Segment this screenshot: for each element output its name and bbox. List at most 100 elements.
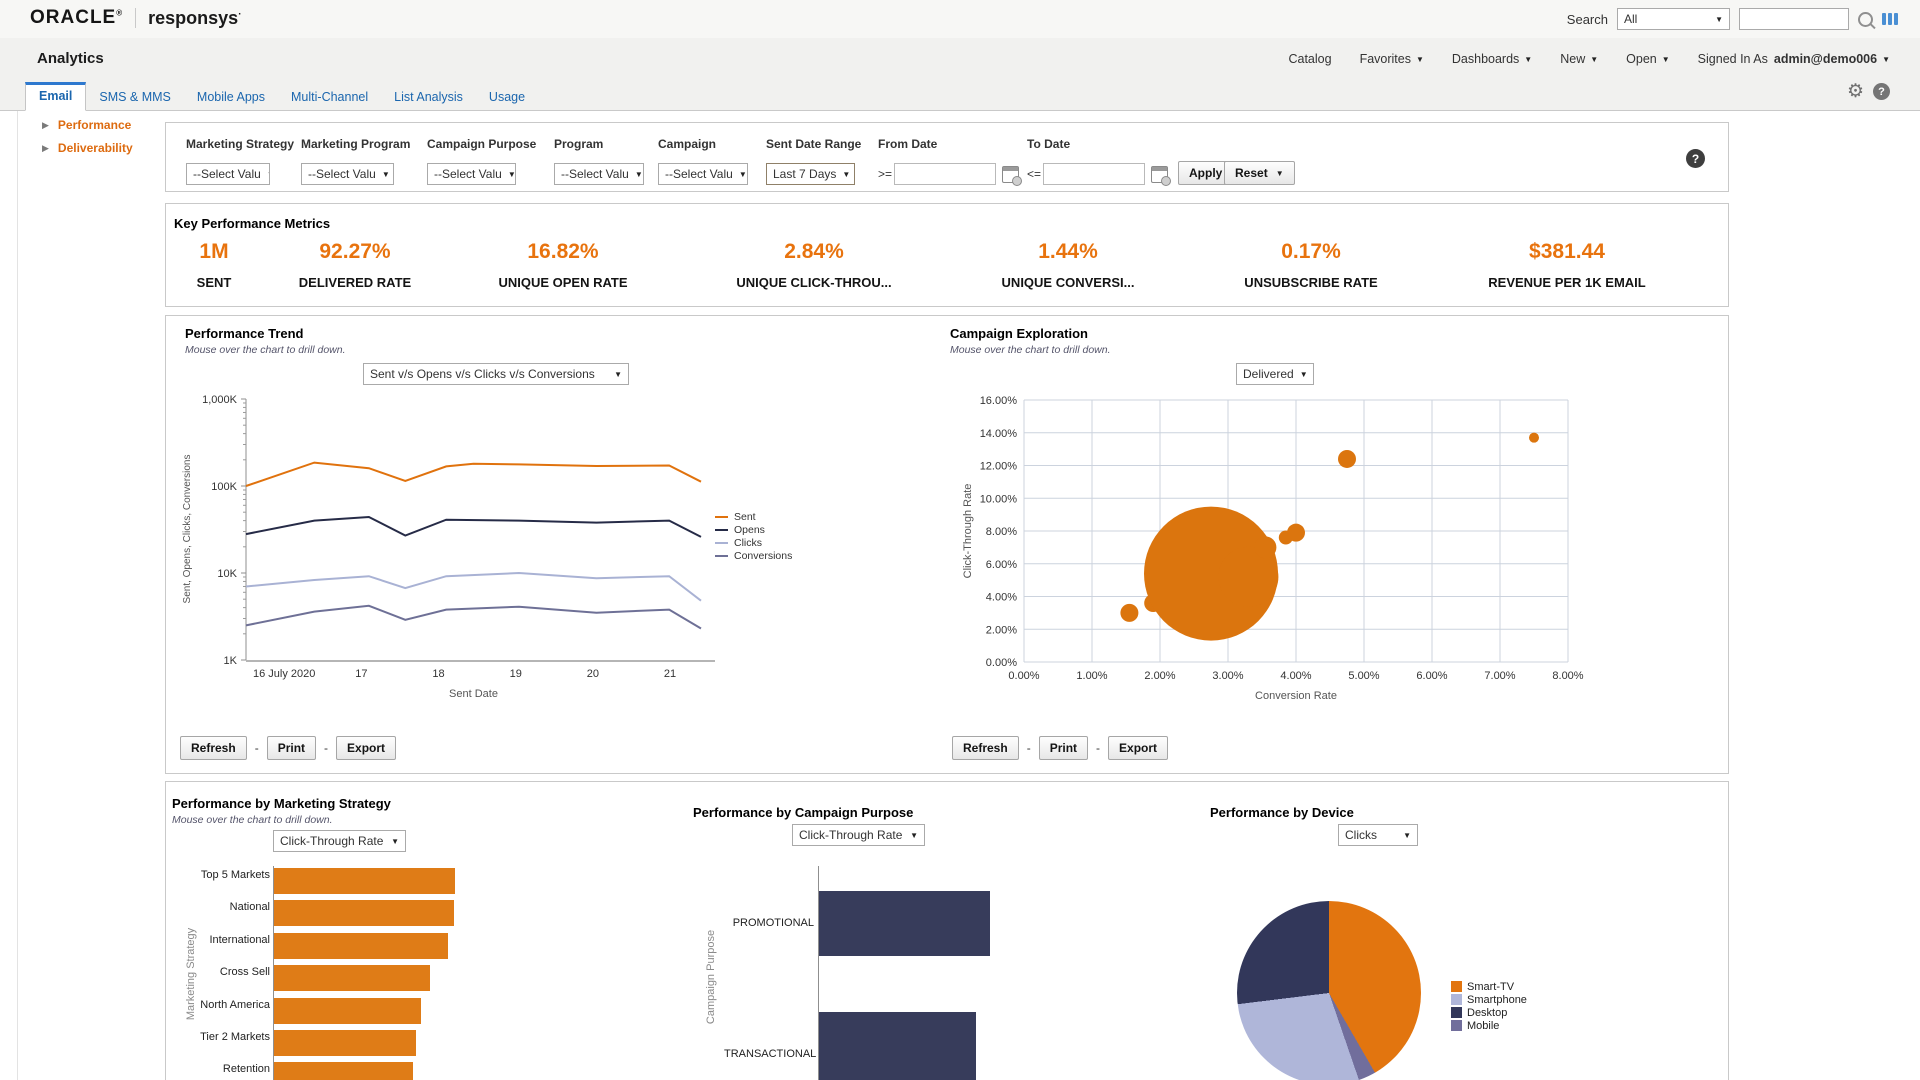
- campaign-bubble[interactable]: [1144, 506, 1278, 641]
- tab-list-analysis[interactable]: List Analysis: [394, 90, 463, 104]
- trend-actions: Refresh - Print - Export: [180, 736, 397, 760]
- chevron-down-icon: ▼: [381, 169, 390, 179]
- tab-mobile-apps[interactable]: Mobile Apps: [196, 90, 266, 104]
- bottom-panel: Performance by Marketing Strategy Mouse …: [165, 781, 1729, 1080]
- reset-button[interactable]: Reset ▼: [1224, 161, 1295, 185]
- device-legend-item-smartphone: Smartphone: [1451, 993, 1527, 1006]
- campaign-bubble[interactable]: [1218, 546, 1279, 607]
- kpi-title: Key Performance Metrics: [174, 216, 331, 231]
- strategy-bar-international[interactable]: [274, 932, 448, 959]
- svg-text:4.00%: 4.00%: [1280, 670, 1311, 682]
- gear-icon[interactable]: ⚙: [1846, 81, 1864, 102]
- legend-label: Conversions: [734, 549, 793, 562]
- svg-text:6.00%: 6.00%: [986, 559, 1017, 571]
- from-date-input[interactable]: [894, 163, 996, 185]
- filter-select-program[interactable]: --Select Valu ▼: [554, 163, 644, 185]
- purpose-bar-transactional[interactable]: [819, 1012, 976, 1080]
- svg-text:17: 17: [355, 668, 367, 680]
- trend-line-clicks[interactable]: [245, 571, 702, 602]
- sidebar-item-label: Performance: [57, 118, 132, 132]
- purpose-metric-select[interactable]: Click-Through Rate ▼: [792, 824, 925, 846]
- trend-export-button[interactable]: Export: [336, 736, 397, 760]
- device-pie[interactable]: [1237, 901, 1421, 1080]
- svg-text:1,000K: 1,000K: [202, 394, 238, 406]
- kpi-value: 16.82%: [527, 240, 599, 263]
- strategy-metric-select[interactable]: Click-Through Rate ▼: [273, 830, 406, 852]
- exploration-print-button[interactable]: Print: [1038, 736, 1089, 760]
- campaign-bubble[interactable]: [1254, 536, 1277, 559]
- trend-line-conversions[interactable]: [245, 604, 702, 630]
- filter-label-sent-date-range: Sent Date Range: [766, 137, 862, 151]
- strategy-bar-top-5-markets[interactable]: [274, 868, 455, 894]
- strategy-bar-cross-sell[interactable]: [274, 965, 430, 992]
- tab-multi-channel[interactable]: Multi-Channel: [291, 90, 369, 104]
- menu-item-open[interactable]: Open ▼: [1626, 52, 1670, 66]
- trend-subtitle: Mouse over the chart to drill down.: [185, 344, 346, 356]
- kpi-label: REVENUE PER 1K EMAIL: [1488, 275, 1646, 290]
- trend-metric-select[interactable]: Sent v/s Opens v/s Clicks v/s Conversion…: [363, 363, 629, 385]
- kpi-value: 0.17%: [1281, 240, 1341, 263]
- svg-text:6.00%: 6.00%: [1416, 670, 1447, 682]
- search-scope-select[interactable]: All ▼: [1617, 8, 1730, 30]
- menu-item-dashboards[interactable]: Dashboards ▼: [1451, 52, 1533, 66]
- purpose-bar-promotional[interactable]: [819, 891, 990, 956]
- trend-line-opens[interactable]: [245, 515, 702, 538]
- columns-icon[interactable]: [1882, 13, 1898, 25]
- expand-arrow-icon[interactable]: ▶: [42, 142, 49, 153]
- sidebar-item-performance[interactable]: ▶ Performance: [42, 118, 162, 132]
- trend-line-sent[interactable]: [245, 461, 702, 487]
- svg-text:10K: 10K: [217, 568, 237, 580]
- sidebar-item-label: Deliverability: [57, 141, 133, 155]
- filter-select-campaign[interactable]: --Select Valu ▼: [658, 163, 748, 185]
- exploration-export-button[interactable]: Export: [1108, 736, 1169, 760]
- menu-item-favorites[interactable]: Favorites ▼: [1359, 52, 1424, 66]
- calendar-icon[interactable]: [1151, 166, 1171, 186]
- svg-text:18: 18: [432, 668, 444, 680]
- to-date-input[interactable]: [1043, 163, 1145, 185]
- campaign-bubble[interactable]: [1287, 523, 1305, 542]
- strategy-cat-label: North America: [200, 998, 270, 1011]
- device-metric-select[interactable]: Clicks ▼: [1338, 824, 1418, 846]
- campaign-exploration-chart[interactable]: 0.00% 1.00% 2.00% 3.00% 4.00% 5.00% 6.00% 7.00%…: [951, 381, 1651, 711]
- expand-arrow-icon[interactable]: ▶: [42, 119, 49, 130]
- purpose-cat-label: TRANSACTIONAL: [724, 1048, 817, 1060]
- help-icon[interactable]: ?: [1686, 149, 1705, 168]
- content-divider: [17, 111, 18, 1080]
- legend-item-conversions: Conversions: [715, 549, 792, 562]
- signed-in-label: Signed In As: [1697, 52, 1768, 66]
- strategy-bar-national[interactable]: [274, 900, 455, 927]
- strategy-bar-retention[interactable]: [274, 1062, 414, 1080]
- campaign-bubble[interactable]: [1120, 603, 1139, 622]
- search-icon[interactable]: [1858, 11, 1873, 27]
- trend-refresh-button[interactable]: Refresh: [180, 736, 247, 760]
- campaign-bubble[interactable]: [1529, 432, 1539, 443]
- exploration-metric-select[interactable]: Delivered ▼: [1236, 363, 1314, 385]
- trend-print-button[interactable]: Print: [266, 736, 317, 760]
- filter-select-marketing-strategy[interactable]: --Select Valu▼: [186, 163, 270, 185]
- exploration-refresh-button[interactable]: Refresh: [952, 736, 1019, 760]
- filter-select-campaign-purpose[interactable]: --Select Valu ▼: [427, 163, 516, 185]
- menu-item-new[interactable]: New ▼: [1560, 52, 1599, 66]
- help-icon[interactable]: ?: [1873, 83, 1890, 100]
- search-input[interactable]: [1739, 8, 1849, 30]
- campaign-bubble[interactable]: [1338, 449, 1356, 468]
- menu-item-catalog[interactable]: Catalog: [1288, 52, 1332, 66]
- strategy-bar-tier-2-markets[interactable]: [274, 1030, 417, 1056]
- strategy-bar-north-america[interactable]: [274, 997, 421, 1024]
- kpi-revenue-per-1k-email: $381.44 REVENUE PER 1K EMAIL: [1488, 240, 1645, 290]
- filter-select-sent-date-range[interactable]: Last 7 Days ▼: [766, 163, 855, 185]
- filter-label-from-date: From Date: [878, 137, 938, 151]
- tab-usage[interactable]: Usage: [488, 90, 526, 104]
- tab-sms-mms[interactable]: SMS & MMS: [99, 90, 171, 104]
- performance-trend-chart[interactable]: 1,000K 100K 10K 1K 16 July 2020 17 18 19 20 21 Sen…: [166, 381, 866, 711]
- user-menu[interactable]: admin@demo006 ▼: [1773, 52, 1890, 66]
- calendar-icon[interactable]: [1002, 166, 1022, 186]
- sidebar-item-deliverability[interactable]: ▶ Deliverability: [42, 141, 162, 155]
- svg-text:5.00%: 5.00%: [1348, 670, 1379, 682]
- tab-email[interactable]: Email: [25, 82, 87, 111]
- filter-select-marketing-program[interactable]: --Select Valu ▼: [301, 163, 394, 185]
- kpi-unique-conversi: 1.44% UNIQUE CONVERSI...: [1002, 240, 1135, 290]
- filter-label-to-date: To Date: [1027, 137, 1071, 151]
- legend-label: Desktop: [1467, 1006, 1508, 1019]
